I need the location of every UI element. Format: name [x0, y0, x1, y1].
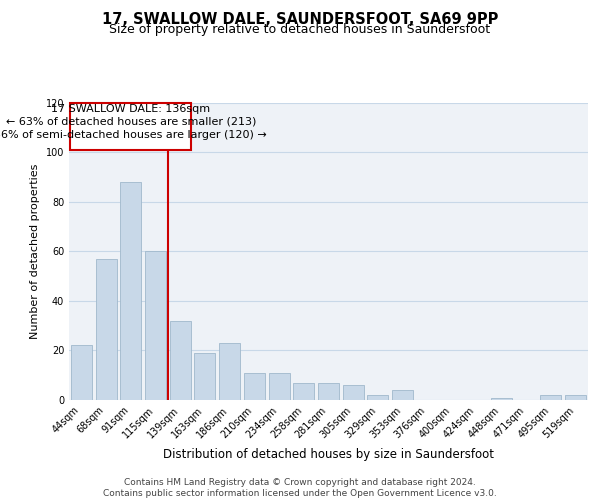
Bar [145, 252, 166, 400]
Bar [71, 346, 92, 400]
Bar [318, 382, 339, 400]
Text: 17 SWALLOW DALE: 136sqm: 17 SWALLOW DALE: 136sqm [51, 104, 211, 114]
Bar [194, 353, 215, 400]
Text: Contains HM Land Registry data © Crown copyright and database right 2024.
Contai: Contains HM Land Registry data © Crown c… [103, 478, 497, 498]
Bar [367, 395, 388, 400]
Bar [70, 102, 191, 150]
Bar [491, 398, 512, 400]
Bar [565, 395, 586, 400]
Bar [95, 258, 116, 400]
Text: 36% of semi-detached houses are larger (120) →: 36% of semi-detached houses are larger (… [0, 130, 267, 140]
Bar [343, 385, 364, 400]
Bar [170, 320, 191, 400]
Bar [392, 390, 413, 400]
Bar [219, 343, 240, 400]
Text: Size of property relative to detached houses in Saundersfoot: Size of property relative to detached ho… [109, 24, 491, 36]
Bar [541, 395, 562, 400]
Text: ← 63% of detached houses are smaller (213): ← 63% of detached houses are smaller (21… [5, 116, 256, 126]
X-axis label: Distribution of detached houses by size in Saundersfoot: Distribution of detached houses by size … [163, 448, 494, 461]
Bar [244, 372, 265, 400]
Bar [269, 372, 290, 400]
Bar [293, 382, 314, 400]
Bar [120, 182, 141, 400]
Y-axis label: Number of detached properties: Number of detached properties [30, 164, 40, 339]
Text: 17, SWALLOW DALE, SAUNDERSFOOT, SA69 9PP: 17, SWALLOW DALE, SAUNDERSFOOT, SA69 9PP [102, 12, 498, 28]
